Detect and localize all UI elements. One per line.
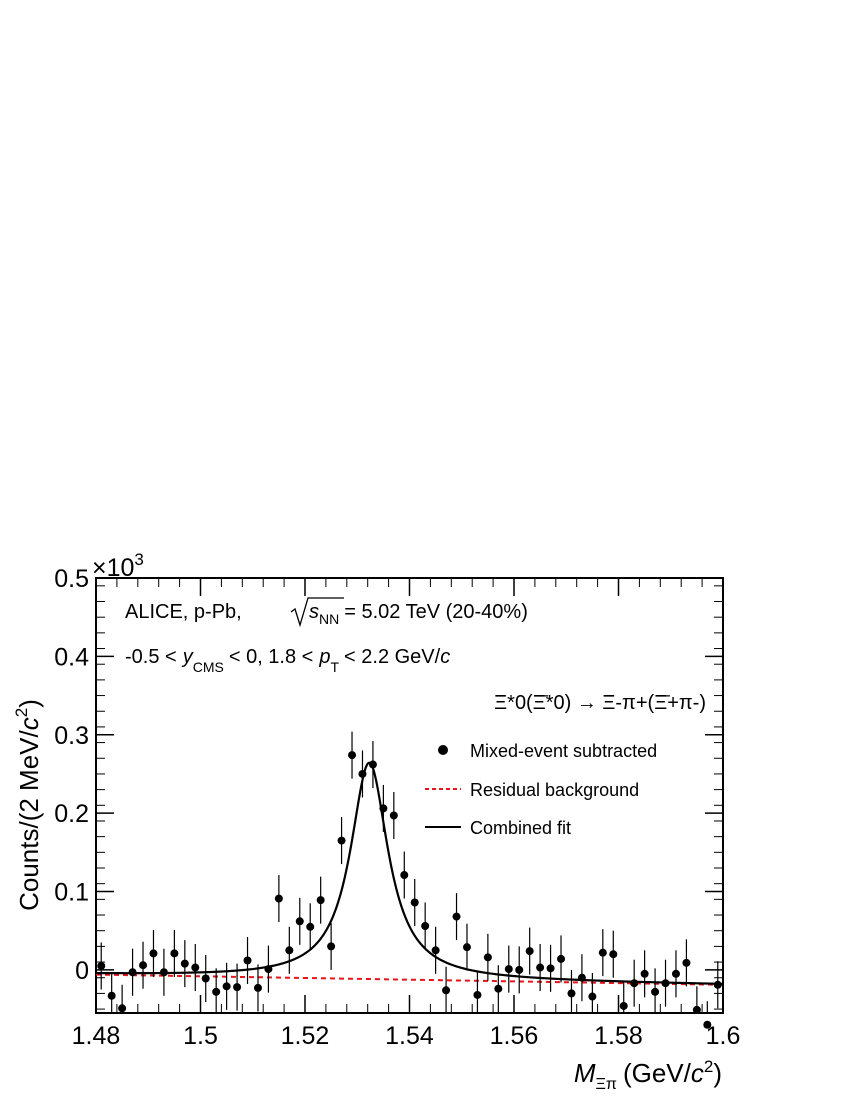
x-tick-label: 1.58 xyxy=(594,1022,643,1050)
data-point xyxy=(431,946,440,955)
data-point xyxy=(713,980,722,989)
x-tick-label: 1.48 xyxy=(72,1022,121,1050)
data-point xyxy=(107,991,116,1000)
x-tick-label: 1.56 xyxy=(490,1022,539,1050)
data-point xyxy=(337,836,346,845)
x-axis-label: MΞπ (GeV/c2) xyxy=(574,1057,722,1093)
data-point xyxy=(243,956,252,965)
fit-curves xyxy=(95,761,724,986)
data-point xyxy=(180,959,189,968)
y-tick-label: 0.2 xyxy=(54,800,89,828)
data-point xyxy=(389,811,398,820)
annotation-kinematics: -0.5 < yCMS < 0, 1.8 < pT < 2.2 GeV/c xyxy=(125,646,450,675)
data-point xyxy=(274,894,283,903)
data-point xyxy=(285,946,294,955)
data-point xyxy=(306,922,315,931)
data-point xyxy=(630,979,639,988)
data-point xyxy=(400,871,409,880)
data-point xyxy=(483,953,492,962)
data-point xyxy=(567,989,576,998)
data-point xyxy=(619,1001,628,1010)
annotation-decay-channel: Ξ*0(Ξ̄*0) → Ξ-π+(Ξ̄+π-) xyxy=(494,692,706,714)
data-point xyxy=(661,979,670,988)
data-point xyxy=(473,990,482,999)
x-axis: 1.48 1.5 1.52 1.54 1.56 1.58 1.6 xyxy=(72,578,741,1050)
data-point xyxy=(212,987,221,996)
data-point xyxy=(233,983,242,992)
y-tick-label: 0 xyxy=(75,957,89,985)
data-point xyxy=(452,912,461,921)
data-point xyxy=(588,992,597,1001)
annotation-energy: sNN = 5.02 TeV (20-40%) xyxy=(309,601,528,627)
data-point xyxy=(149,949,158,958)
data-point xyxy=(692,1005,701,1014)
data-point xyxy=(494,984,503,993)
data-point xyxy=(557,954,566,963)
legend-entry-fit: Combined fit xyxy=(470,818,571,838)
data-point xyxy=(191,963,200,972)
data-point xyxy=(504,965,513,974)
legend-marker-icon xyxy=(438,745,448,755)
data-points xyxy=(97,731,722,1029)
data-point xyxy=(128,968,137,977)
data-point xyxy=(410,898,419,907)
data-point xyxy=(515,965,524,974)
residual-background-curve xyxy=(95,973,724,986)
annotation-system: ALICE, p-Pb, xyxy=(125,601,242,623)
data-point xyxy=(97,961,106,970)
data-point xyxy=(536,963,545,972)
data-point xyxy=(651,987,660,996)
legend-entry-background: Residual background xyxy=(470,780,639,800)
data-point xyxy=(462,943,471,952)
y-tick-label: 0.4 xyxy=(54,643,89,671)
data-point xyxy=(316,896,325,905)
data-point xyxy=(609,950,618,959)
data-point xyxy=(671,969,680,978)
data-point xyxy=(264,965,273,974)
data-point xyxy=(139,961,148,970)
data-point xyxy=(577,973,586,982)
data-point xyxy=(201,974,210,983)
data-point xyxy=(295,917,304,926)
y-tick-label: 0.1 xyxy=(54,879,89,907)
data-point xyxy=(170,949,179,958)
data-point xyxy=(253,983,262,992)
data-point xyxy=(703,1020,712,1029)
legend-entry-data: Mixed-event subtracted xyxy=(470,741,657,761)
data-point xyxy=(368,760,377,769)
y-axis: 0 0.1 0.2 0.3 0.4 0.5 xyxy=(54,565,723,1010)
sqrt-symbol xyxy=(290,597,344,628)
y-tick-label: 0.3 xyxy=(54,722,89,750)
data-point xyxy=(118,1004,127,1013)
data-point xyxy=(327,942,336,951)
combined-fit-curve xyxy=(95,761,724,985)
x-tick-label: 1.5 xyxy=(183,1022,218,1050)
data-point xyxy=(598,948,607,957)
data-point xyxy=(379,804,388,813)
y-axis-label: Counts/(2 MeV/c2) xyxy=(12,699,44,911)
y-exponent-label: ×103 xyxy=(92,550,144,582)
data-point xyxy=(640,969,649,978)
y-tick-label: 0.5 xyxy=(54,565,89,593)
x-tick-label: 1.6 xyxy=(706,1022,741,1050)
x-tick-label: 1.54 xyxy=(385,1022,434,1050)
legend: Mixed-event subtracted Residual backgrou… xyxy=(425,741,657,838)
data-point xyxy=(442,986,451,995)
data-point xyxy=(358,769,367,778)
data-point xyxy=(546,964,555,973)
data-point xyxy=(159,968,168,977)
data-point xyxy=(348,751,357,760)
x-tick-label: 1.52 xyxy=(281,1022,330,1050)
data-point xyxy=(525,947,534,956)
data-point xyxy=(682,958,691,967)
data-point xyxy=(222,982,231,991)
data-point xyxy=(421,922,430,930)
